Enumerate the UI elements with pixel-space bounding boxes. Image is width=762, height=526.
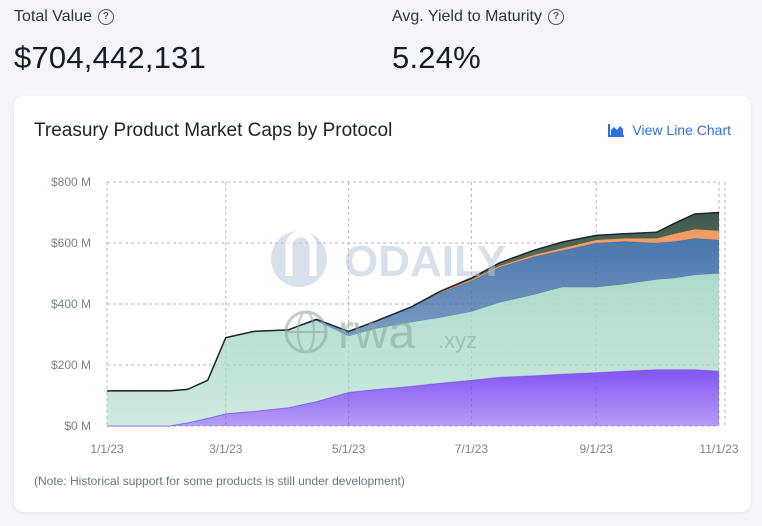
help-icon[interactable]: ? [97,9,114,25]
series-area-0 [107,369,719,426]
chart-icon [608,123,625,137]
chart-areas [107,211,720,427]
series-area-1 [107,273,719,426]
watermark-brand1: ODAILY [344,237,506,286]
view-line-chart-link[interactable]: View Line Chart [608,122,731,138]
y-tick-label: $800 M [51,175,91,189]
watermark-brand2: rwa [338,306,416,359]
total-value-label: Total Value [14,8,92,25]
y-tick-label: $200 M [51,358,91,372]
x-tick-label: 1/1/23 [90,442,124,456]
market-cap-chart: ODAILY rwa .xyz $0 M $200 M $400 M $600 M $8… [51,175,739,456]
chart-title: Treasury Product Market Caps by Protocol [34,120,393,141]
chart-card: Treasury Product Market Caps by Protocol… [14,96,751,512]
chart-note: (Note: Historical support for some produ… [34,474,405,488]
y-tick-label: $400 M [51,297,91,311]
total-value-stat: Total Value ? $704,442,131 [14,8,206,76]
yield-stat: Avg. Yield to Maturity ? 5.24% [392,8,564,76]
x-tick-label: 9/1/23 [580,442,614,456]
watermark: ODAILY rwa .xyz [271,230,506,359]
y-tick-label: $600 M [51,236,91,250]
x-tick-label: 11/1/23 [699,442,738,456]
series-line-4 [107,211,720,392]
x-tick-label: 3/1/23 [209,442,243,456]
view-line-chart-label: View Line Chart [632,122,731,138]
chart-ticks: $0 M $200 M $400 M $600 M $800 M 1/1/23 3/1/23… [51,175,739,456]
x-tick-label: 7/1/23 [455,442,489,456]
help-icon[interactable]: ? [548,9,564,25]
series-area-2 [107,238,719,391]
yield-value: 5.24% [392,40,481,75]
yield-label: Avg. Yield to Maturity [392,8,542,25]
y-tick-label: $0 M [64,419,91,433]
watermark-brand2-suffix: .xyz [438,328,477,353]
total-value: $704,442,131 [14,40,207,75]
x-tick-label: 5/1/23 [332,442,366,456]
